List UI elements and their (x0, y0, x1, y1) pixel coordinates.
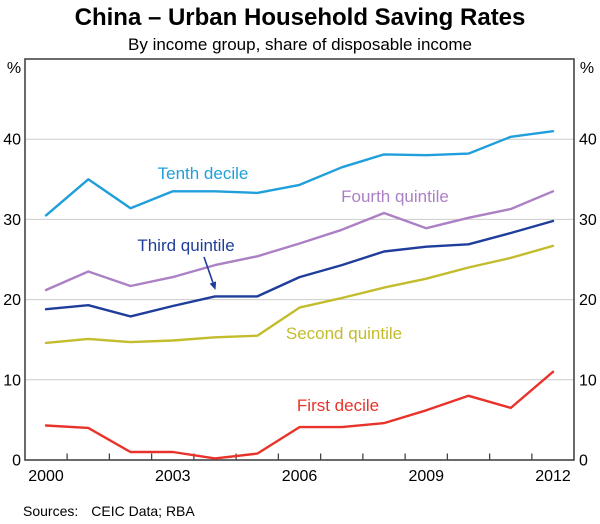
y-axis-label-left-20: 20 (3, 292, 21, 309)
sources-value: CEIC Data; RBA (91, 503, 195, 519)
series-line-first-decile (44, 370, 555, 460)
series-label-first-decile: First decile (297, 396, 379, 415)
series-line-second-quintile (44, 244, 555, 345)
y-axis-label-left-10: 10 (3, 372, 21, 389)
series-label-fourth-quintile: Fourth quintile (341, 187, 449, 206)
y-axis-label-right-40: 40 (579, 132, 597, 149)
x-axis-label-2012: 2012 (535, 468, 571, 485)
y-axis-label-right-20: 20 (579, 292, 597, 309)
y-axis-label-left-30: 30 (3, 212, 21, 229)
x-axis-label-2003: 2003 (155, 468, 191, 485)
series-label-tenth-decile: Tenth decile (158, 164, 249, 183)
series-label-second-quintile: Second quintile (286, 324, 402, 343)
y-axis-label-right-10: 10 (579, 372, 597, 389)
sources-label: Sources: (23, 503, 79, 519)
y-axis-label-right-30: 30 (579, 212, 597, 229)
x-axis-label-2006: 2006 (282, 468, 318, 485)
chart-subtitle: By income group, share of disposable inc… (128, 35, 472, 54)
series-label-third-quintile: Third quintile (137, 236, 234, 255)
x-axis-label-2009: 2009 (408, 468, 444, 485)
annotation-arrow-line (203, 256, 214, 283)
y-axis-label-right-0: 0 (579, 453, 588, 470)
series-line-third-quintile (44, 219, 555, 318)
y-axis-unit-left: % (7, 60, 21, 77)
series-line-tenth-decile (44, 129, 555, 217)
y-axis-unit-right: % (580, 60, 594, 77)
chart-title: China – Urban Household Saving Rates (74, 4, 526, 31)
x-axis-label-2000: 2000 (28, 468, 64, 485)
y-axis-label-left-0: 0 (12, 453, 21, 470)
annotation-arrow-head (209, 281, 217, 290)
sources-note: Sources: CEIC Data; RBA (23, 503, 195, 519)
plot-frame (24, 58, 575, 461)
saving-rates-line-chart: Tenth decile Fourth quintile Third quintil… (3, 58, 597, 485)
y-axis-label-left-40: 40 (3, 132, 21, 149)
series-line-fourth-quintile (44, 190, 555, 292)
